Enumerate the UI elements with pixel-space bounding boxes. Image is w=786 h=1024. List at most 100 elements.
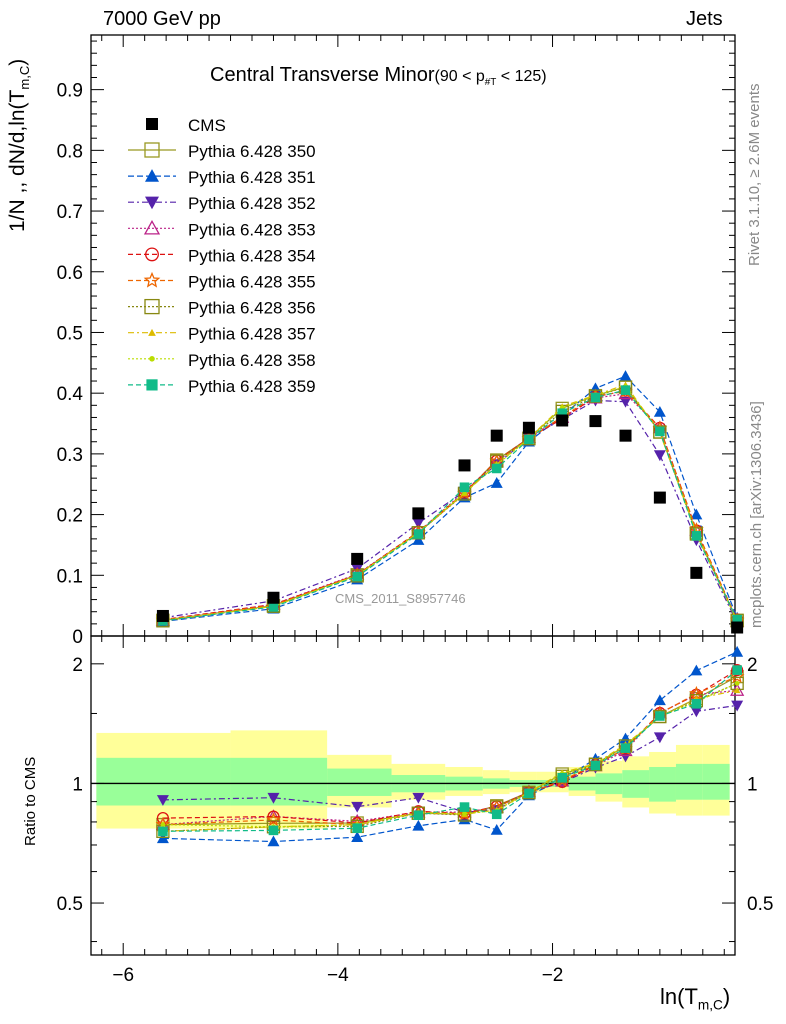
x-tick-label: −4 bbox=[327, 965, 349, 986]
y-tick-label: 0.3 bbox=[57, 445, 83, 466]
legend-label: Pythia 6.428 353 bbox=[188, 220, 316, 239]
axis-ticks: −6 −4 −2 0 0.1 0.2 0.3 0.4 0.5 0.6 0.7 0.8 0.9 0.5 0.5… bbox=[57, 35, 773, 986]
ratio-point bbox=[156, 795, 169, 806]
cms-data-point bbox=[490, 429, 503, 442]
series-point bbox=[653, 405, 666, 417]
ratio-point bbox=[690, 664, 703, 676]
ratio-point bbox=[524, 788, 534, 799]
series-point bbox=[655, 426, 665, 437]
subtitle-text: (90 < p bbox=[434, 68, 485, 85]
rivet-version-label: Rivet 3.1.10, ≥ 2.6M events bbox=[746, 83, 763, 267]
ratio-band-inner bbox=[230, 757, 328, 806]
ratio-point bbox=[268, 825, 279, 836]
ratio-point bbox=[653, 709, 667, 724]
legend-marker bbox=[145, 169, 159, 182]
ratio-point bbox=[158, 826, 168, 837]
ratio-tick-label-left: 0.5 bbox=[57, 894, 83, 915]
legend-marker bbox=[148, 328, 156, 336]
ratio-point bbox=[491, 809, 502, 820]
ratio-point bbox=[412, 792, 425, 804]
cms-data-point bbox=[412, 507, 425, 520]
series-point bbox=[619, 396, 632, 408]
ratio-tick-label-left: 1 bbox=[72, 774, 83, 795]
y-tick-label: 0.6 bbox=[57, 263, 83, 284]
ratio-point bbox=[733, 687, 741, 694]
ratio-point bbox=[412, 819, 425, 831]
ratio-point bbox=[351, 831, 364, 843]
energy-label: 7000 GeV pp bbox=[103, 8, 221, 30]
legend-label: Pythia 6.428 358 bbox=[188, 351, 316, 370]
ratio-point bbox=[267, 835, 280, 847]
ratio-band-inner bbox=[702, 763, 730, 800]
title-text: Central Transverse Minor bbox=[210, 64, 435, 86]
series-point bbox=[268, 602, 279, 612]
ratio-point bbox=[522, 786, 536, 800]
x-tick-label: −2 bbox=[542, 965, 564, 986]
legend: CMS Pythia 6.428 350 Pythia 6.428 351 Pythi… bbox=[128, 116, 316, 396]
ratio-point bbox=[462, 811, 467, 816]
x-axis-label-text: ln(T bbox=[660, 984, 698, 1009]
analysis-watermark: CMS_2011_S8957746 bbox=[335, 591, 466, 606]
ratio-point bbox=[620, 743, 631, 753]
y-tick-label: 0 bbox=[72, 627, 83, 648]
ratio-point bbox=[653, 694, 666, 706]
legend-label: Pythia 6.428 350 bbox=[188, 142, 316, 161]
legend-label: Pythia 6.428 351 bbox=[188, 168, 316, 187]
legend-marker bbox=[144, 298, 160, 315]
y-tick-label: 0.8 bbox=[57, 141, 83, 162]
ratio-tick-label-right: 2 bbox=[747, 655, 758, 676]
mcplots-label: mcplots.cern.ch [arXiv:1306.3436] bbox=[748, 401, 765, 628]
cms-data-point bbox=[458, 459, 471, 472]
legend-label-cms: CMS bbox=[188, 116, 226, 135]
ratio-point bbox=[588, 757, 603, 772]
series-point bbox=[413, 529, 424, 539]
y-tick-label: 0.4 bbox=[57, 384, 84, 405]
y-axis-label: 1/N ,, dN/d,ln(Tm,C) bbox=[6, 59, 32, 232]
y-tick-label: 0.2 bbox=[57, 506, 83, 527]
ratio-band-inner bbox=[649, 766, 676, 802]
cms-data-point bbox=[267, 591, 280, 604]
y-axis-label-end: ) bbox=[6, 58, 29, 66]
legend-label: Pythia 6.428 352 bbox=[188, 194, 316, 213]
ratio-point bbox=[653, 732, 666, 744]
y-tick-label: 0.1 bbox=[57, 566, 83, 587]
ratio-point bbox=[490, 823, 503, 835]
ratio-point bbox=[731, 664, 744, 677]
ratio-point bbox=[655, 711, 665, 721]
legend-marker bbox=[149, 356, 155, 362]
series-point bbox=[412, 534, 425, 545]
legend-label: Pythia 6.428 356 bbox=[188, 299, 316, 318]
ratio-point bbox=[590, 760, 601, 771]
x-axis-label-end: ) bbox=[722, 984, 731, 1009]
subtitle-end: < 125) bbox=[496, 68, 547, 85]
series-line bbox=[162, 393, 738, 622]
series-point bbox=[732, 614, 742, 625]
ratio-point bbox=[351, 801, 364, 813]
x-tick-label: −6 bbox=[112, 965, 134, 986]
ratio-point bbox=[557, 772, 567, 783]
ratio-point bbox=[691, 698, 702, 709]
series-point bbox=[557, 408, 567, 419]
ratio-point bbox=[732, 665, 742, 675]
ratio-point bbox=[352, 823, 362, 833]
cms-data-point bbox=[156, 609, 169, 622]
ratio-tick-label-left: 2 bbox=[72, 655, 83, 676]
ratio-point bbox=[413, 810, 424, 821]
cms-data-point bbox=[522, 421, 535, 434]
cms-data-point bbox=[690, 566, 703, 579]
series-point bbox=[459, 482, 470, 493]
legend-marker bbox=[143, 271, 161, 288]
cms-data-point bbox=[589, 415, 602, 428]
series-point bbox=[490, 477, 503, 488]
ratio-point bbox=[266, 812, 281, 827]
series-point bbox=[620, 385, 631, 395]
ratio-tick-label-right: 1 bbox=[747, 774, 758, 795]
series-point bbox=[412, 518, 425, 530]
ratio-tick-label-right: 0.5 bbox=[747, 894, 773, 915]
ratio-band-inner bbox=[327, 768, 392, 796]
cms-data-point bbox=[351, 552, 364, 565]
ratio-band-inner bbox=[675, 763, 703, 800]
series-point bbox=[619, 370, 632, 381]
series-point bbox=[590, 392, 601, 403]
